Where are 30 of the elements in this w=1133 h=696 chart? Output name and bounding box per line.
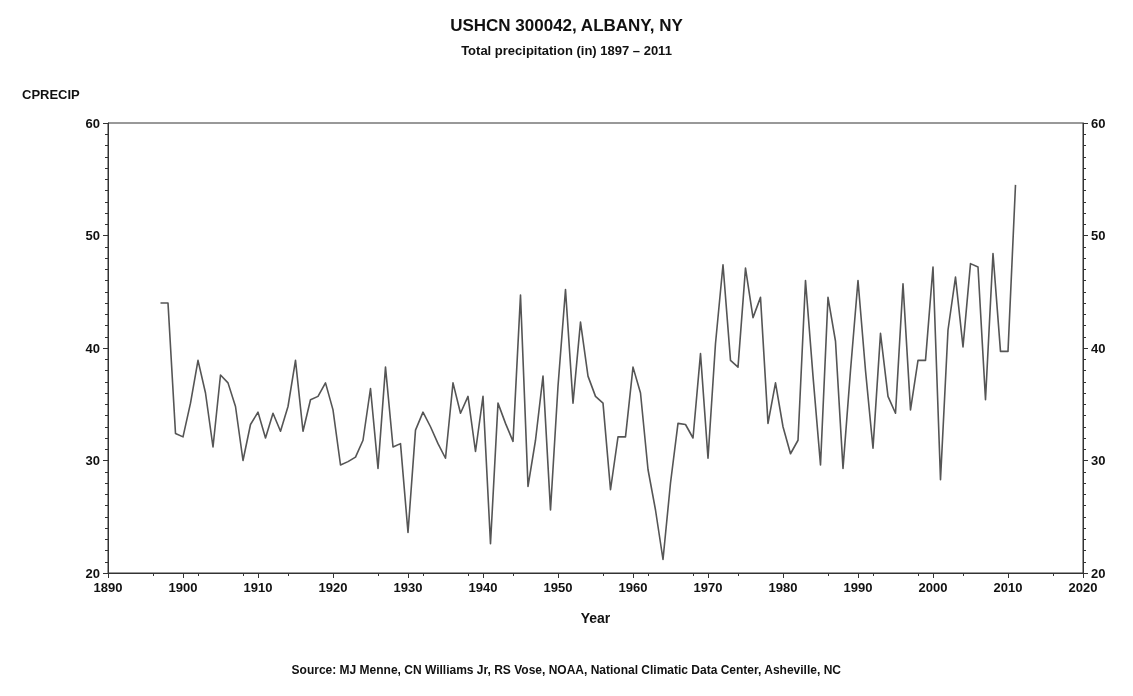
- x-tick-label: 2000: [918, 580, 948, 595]
- x-tick-label: 1950: [543, 580, 573, 595]
- y2-tick-label: 20: [1091, 565, 1106, 581]
- y-axis-title: CPRECIP: [22, 87, 81, 102]
- x-tick-label: 1900: [168, 580, 198, 595]
- source-note: Source: MJ Menne, CN Williams Jr, RS Vose, NOAA, National Climatic Data Center, Asheville, NC: [291, 663, 842, 677]
- x-tick-label: 1980: [768, 580, 798, 595]
- y-tick-label: 60: [85, 115, 100, 131]
- x-tick-label: 1920: [318, 580, 348, 595]
- x-tick-label: 1910: [243, 580, 273, 595]
- y-tick-label: 30: [85, 453, 100, 468]
- y2-tick-label: 30: [1091, 453, 1106, 468]
- y2-tick-label: 40: [1091, 340, 1106, 356]
- x-tick-label: 2020: [1068, 580, 1098, 595]
- x-tick-label: 2010: [993, 580, 1023, 595]
- chart-title: USHCN 300042, ALBANY, NY: [450, 16, 684, 35]
- x-tick-label: 1940: [468, 580, 498, 595]
- x-tick-label: 1930: [393, 580, 423, 595]
- y2-tick-label: 60: [1091, 115, 1106, 131]
- line-series: [159, 184, 1017, 561]
- x-tick-label: 1960: [618, 580, 648, 595]
- chart-subtitle: Total precipitation (in) 1897 – 2011: [461, 43, 672, 58]
- y2-tick-label: 50: [1091, 228, 1106, 243]
- y-tick-label: 20: [85, 565, 100, 581]
- y-tick-label: 50: [85, 228, 100, 243]
- x-tick-label: 1970: [693, 580, 723, 595]
- y-tick-label: 40: [85, 340, 100, 356]
- x-tick-label: 1990: [843, 580, 873, 595]
- x-tick-label: 1890: [93, 580, 123, 595]
- x-axis-title: Year: [580, 610, 611, 626]
